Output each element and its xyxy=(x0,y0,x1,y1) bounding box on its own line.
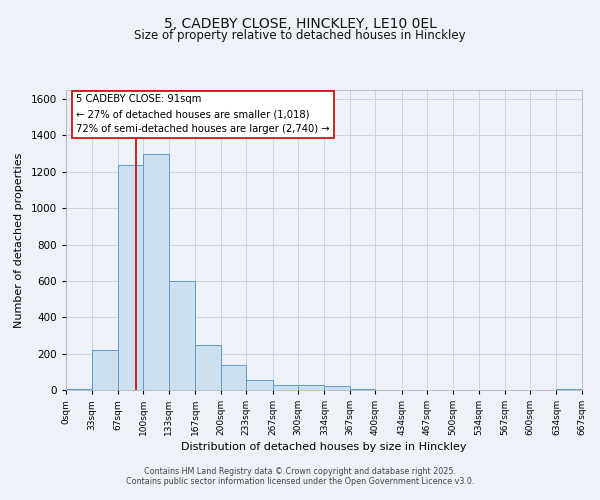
Text: 5, CADEBY CLOSE, HINCKLEY, LE10 0EL: 5, CADEBY CLOSE, HINCKLEY, LE10 0EL xyxy=(164,18,436,32)
Bar xyxy=(143,154,169,390)
Bar xyxy=(325,386,350,390)
Bar xyxy=(221,364,246,390)
Text: Contains public sector information licensed under the Open Government Licence v3: Contains public sector information licen… xyxy=(126,477,474,486)
Bar xyxy=(272,384,298,390)
Bar xyxy=(66,389,92,390)
X-axis label: Distribution of detached houses by size in Hinckley: Distribution of detached houses by size … xyxy=(181,442,467,452)
Text: Contains HM Land Registry data © Crown copyright and database right 2025.: Contains HM Land Registry data © Crown c… xyxy=(144,467,456,476)
Text: 5 CADEBY CLOSE: 91sqm
← 27% of detached houses are smaller (1,018)
72% of semi-d: 5 CADEBY CLOSE: 91sqm ← 27% of detached … xyxy=(76,94,330,134)
Text: Size of property relative to detached houses in Hinckley: Size of property relative to detached ho… xyxy=(134,29,466,42)
Bar xyxy=(246,380,272,390)
Bar xyxy=(298,386,325,390)
Bar xyxy=(169,281,195,390)
Bar xyxy=(118,164,143,390)
Bar xyxy=(195,346,221,390)
Bar xyxy=(92,350,118,390)
Y-axis label: Number of detached properties: Number of detached properties xyxy=(14,152,24,328)
Bar xyxy=(350,389,376,390)
